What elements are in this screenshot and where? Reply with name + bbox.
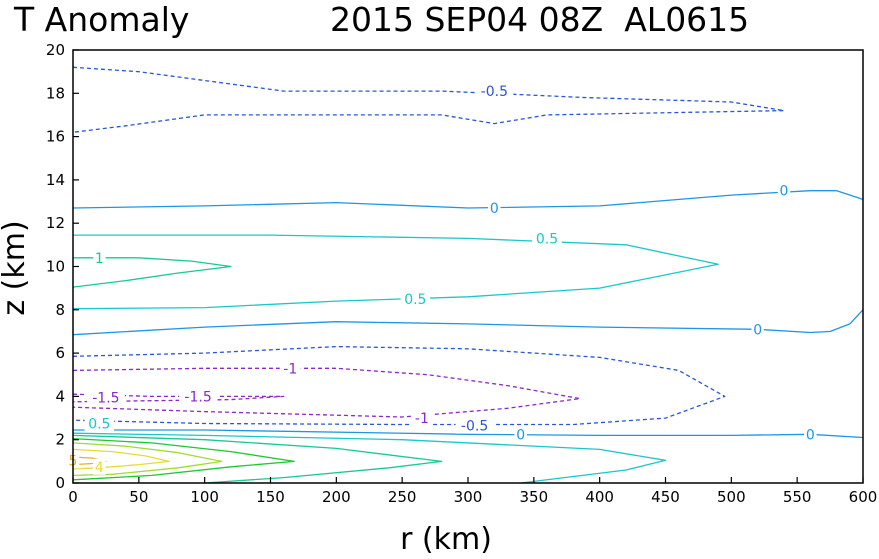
contour-neg0.5-upper — [72, 66, 785, 133]
contour-label-bg — [777, 182, 791, 199]
x-tick-label: 300 — [454, 488, 483, 506]
x-tick-label: 0 — [68, 488, 78, 506]
contour-label: 0.5 — [536, 231, 558, 247]
x-axis-label: r (km) — [400, 522, 492, 557]
contour-5-lower — [72, 456, 107, 466]
y-tick-label: 6 — [55, 344, 65, 362]
contour-0-middle — [72, 309, 864, 336]
contour-label-bg — [514, 426, 527, 443]
y-tick-label: 10 — [46, 258, 65, 276]
contour-label: 0 — [516, 427, 525, 443]
contour-label: 0.5 — [404, 292, 426, 308]
x-tick-label: 600 — [849, 488, 878, 506]
contour-label: -1 — [283, 361, 297, 377]
x-tick-label: 150 — [256, 488, 285, 506]
contour-label-bg — [93, 249, 106, 266]
contour-1-lower — [72, 434, 443, 484]
contour-label-bg — [179, 388, 218, 405]
contour-label-bg — [84, 415, 115, 432]
y-axis-ticks: 0 2 4 6 8 10 12 14 16 18 20 — [46, 41, 79, 492]
contour-label: 4 — [95, 460, 104, 476]
contour-0-upper — [72, 190, 864, 209]
y-tick-label: 12 — [46, 214, 65, 232]
y-tick-label: 0 — [55, 474, 65, 492]
y-tick-label: 2 — [55, 431, 65, 449]
contour-neg1.5 — [72, 393, 285, 403]
contour-label-bg — [455, 417, 494, 434]
contour-2-lower — [72, 437, 295, 481]
contour-label-bg — [93, 458, 106, 475]
contour-label: -1 — [415, 411, 429, 427]
contour-label: 1 — [95, 251, 104, 267]
y-tick-label: 20 — [46, 41, 65, 59]
y-tick-label: 14 — [46, 171, 65, 189]
x-tick-label: 450 — [651, 488, 680, 506]
contour-label-bg — [400, 290, 431, 307]
contour-neg1 — [72, 367, 581, 418]
x-tick-label: 350 — [520, 488, 549, 506]
y-tick-label: 18 — [46, 84, 65, 102]
contour-0.5-upper — [72, 234, 719, 310]
contour-3-lower — [72, 442, 223, 477]
y-tick-label: 16 — [46, 128, 65, 146]
contour-label: 0.5 — [88, 416, 110, 432]
contour-label: -1.5 — [184, 389, 211, 405]
x-tick-label: 250 — [388, 488, 417, 506]
y-tick-label: 4 — [55, 387, 65, 405]
contour-label-bg — [86, 389, 125, 406]
contour-label-bg — [751, 321, 764, 338]
contour-label-bg — [279, 360, 301, 377]
y-axis-label: z (km) — [0, 220, 32, 315]
x-tick-label: 500 — [717, 488, 746, 506]
contour-label: -0.5 — [461, 419, 488, 435]
contour-label: -0.5 — [481, 84, 508, 100]
x-tick-label: 400 — [585, 488, 614, 506]
contour-4-lower — [72, 448, 170, 470]
contour-label: 0 — [490, 201, 499, 217]
contour-neg0.5-middle — [72, 345, 726, 426]
x-axis-ticks: 0 50 100 150 200 250 300 350 400 450 500 550 600 — [68, 477, 877, 506]
contour-label: 0 — [753, 322, 762, 338]
chart-title-right: 2015 SEP04 08Z AL0615 — [330, 0, 749, 39]
contour-label-bg — [411, 410, 433, 427]
contour-1-upper — [72, 257, 232, 288]
x-tick-label: 100 — [190, 488, 219, 506]
contour-label: 0 — [780, 184, 789, 200]
contour-label-bg — [488, 200, 501, 217]
y-tick-label: 8 — [55, 301, 65, 319]
contour-label: -1.5 — [92, 390, 119, 406]
x-tick-label: 550 — [783, 488, 812, 506]
contour-label-bg — [804, 426, 817, 443]
contour-label-bg — [475, 83, 514, 100]
x-tick-label: 50 — [129, 488, 148, 506]
contour-label: 0 — [806, 427, 815, 443]
contour-label-bg — [532, 230, 562, 247]
chart-title-left: T Anomaly — [13, 0, 189, 39]
contour-0.5-lower — [72, 432, 667, 484]
x-tick-label: 200 — [322, 488, 351, 506]
